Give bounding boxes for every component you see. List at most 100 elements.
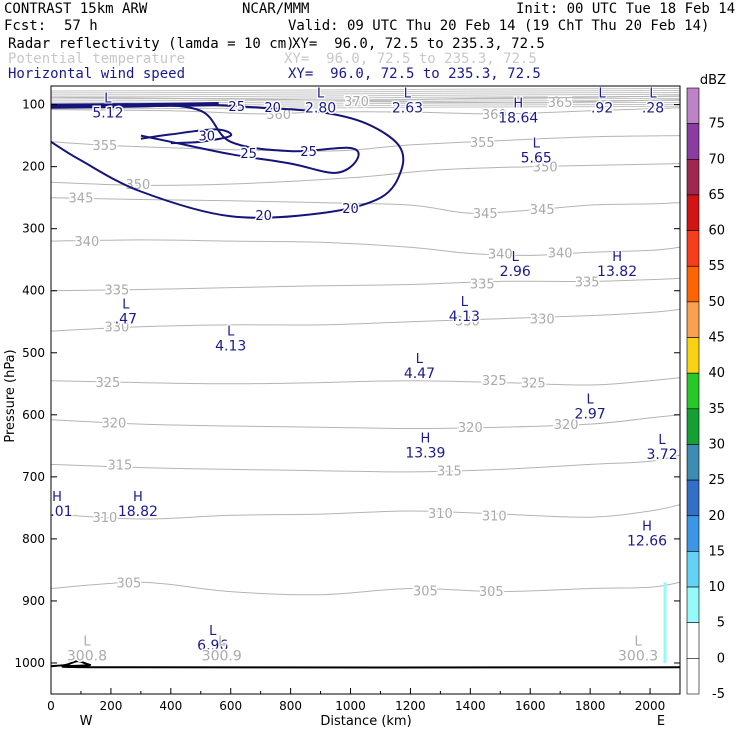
colorbar-swatch bbox=[686, 87, 700, 124]
theta-contour-label: 305 bbox=[479, 585, 504, 600]
extremum-low: L4.47 bbox=[402, 351, 436, 384]
colorbar-tick-label: 15 bbox=[708, 544, 725, 559]
theta-contour-335 bbox=[51, 277, 680, 292]
x-tick-label: 800 bbox=[279, 699, 302, 713]
field-xy-wind: XY= 96.0, 72.5 to 235.3, 72.5 bbox=[288, 66, 541, 82]
colorbar-unit: dBZ bbox=[700, 73, 726, 88]
colorbar-swatch bbox=[686, 622, 700, 659]
theta-contour-325 bbox=[51, 377, 680, 386]
reflectivity-cell bbox=[663, 582, 667, 663]
x-tick-label: 1800 bbox=[575, 699, 606, 713]
extremum-low: L2.63 bbox=[390, 86, 424, 118]
extremum-type: L bbox=[122, 298, 130, 313]
x-tick-label: 0 bbox=[47, 699, 55, 713]
extremum-value: 13.39 bbox=[405, 446, 445, 462]
wind-contour-label: 25 bbox=[300, 145, 317, 160]
x-tick-label: 2000 bbox=[635, 699, 666, 713]
colorbar-swatch bbox=[686, 301, 700, 338]
colorbar-swatch bbox=[686, 444, 700, 481]
extremum-low: L6.96 bbox=[196, 623, 230, 656]
wind-contour-label: 25 bbox=[240, 147, 257, 162]
y-tick-label: 400 bbox=[22, 284, 45, 298]
x-tick-label: 1400 bbox=[455, 699, 486, 713]
extremum-low: L.28 bbox=[640, 86, 665, 118]
extremum-type: L bbox=[218, 634, 226, 649]
theta-contour-340 bbox=[51, 239, 680, 256]
field-name-wind: Horizontal wind speed bbox=[8, 66, 186, 82]
y-tick-label: 600 bbox=[22, 408, 45, 422]
extremum-low: L.47 bbox=[113, 297, 138, 330]
theta-contour-label: 350 bbox=[125, 178, 150, 193]
west-label: W bbox=[80, 714, 93, 729]
colorbar-tick-label: 75 bbox=[708, 117, 725, 132]
extremum-type: L bbox=[317, 87, 325, 102]
x-tick-label: 200 bbox=[99, 699, 122, 713]
theta-contour-label: 355 bbox=[93, 139, 118, 154]
theta-contour-label: 345 bbox=[530, 203, 555, 218]
extremum-value: 300.3 bbox=[618, 648, 658, 664]
theta-contour-label: 330 bbox=[455, 315, 480, 330]
theta-contour-320 bbox=[51, 414, 680, 430]
colorbar-tick-label: 0 bbox=[717, 651, 725, 666]
theta-contour-label: 365 bbox=[548, 96, 573, 111]
theta-contour-label: 305 bbox=[413, 584, 438, 599]
theta-contour-label: 340 bbox=[548, 246, 573, 261]
theta-contour-label: 320 bbox=[554, 418, 579, 433]
colorbar-tick-label: 25 bbox=[708, 473, 725, 488]
extremum-type: L bbox=[104, 92, 112, 107]
theta-contour-label: 355 bbox=[470, 136, 495, 151]
model-title: CONTRAST 15km ARW bbox=[4, 1, 148, 17]
theta-contour-label: 325 bbox=[95, 376, 120, 391]
extremum-value: 4.13 bbox=[449, 309, 480, 325]
init-time: Init: 00 UTC Tue 18 Feb 14 bbox=[516, 1, 736, 17]
colorbar-tick-label: 70 bbox=[708, 152, 725, 167]
colorbar-tick-label: 50 bbox=[708, 295, 725, 310]
theta-contour-label: 335 bbox=[104, 283, 129, 298]
theta-contour-label: 340 bbox=[488, 248, 513, 263]
valid-time: Valid: 09 UTC Thu 20 Feb 14 (19 ChT Thu … bbox=[288, 18, 710, 34]
colorbar-swatch bbox=[686, 265, 700, 303]
extremum-value: 12.66 bbox=[627, 534, 667, 550]
extremum-low: L.92 bbox=[589, 86, 614, 118]
extremum-low: L2.80 bbox=[303, 86, 337, 118]
theta-contour-label: 350 bbox=[533, 161, 558, 176]
colorbar-swatch bbox=[686, 479, 700, 517]
extremum-type: L bbox=[587, 393, 595, 408]
extremum-value: 13.82 bbox=[597, 264, 637, 280]
theta-contour-330 bbox=[51, 308, 680, 332]
extremum-type: H bbox=[513, 97, 523, 112]
colorbar-tick-label: -5 bbox=[712, 687, 725, 702]
theta-contour-label: 330 bbox=[530, 313, 555, 328]
east-label: E bbox=[657, 714, 665, 729]
colorbar-tick-label: 55 bbox=[708, 259, 725, 274]
theta-contour-label: 305 bbox=[116, 576, 141, 591]
theta-contour-upper bbox=[51, 97, 680, 102]
colorbar-swatch bbox=[686, 515, 700, 552]
theta-contour-upper bbox=[51, 105, 680, 110]
extremum-type: H bbox=[133, 490, 143, 505]
y-axis-label: Pressure (hPa) bbox=[3, 349, 18, 442]
extremum-low: L3.72 bbox=[645, 432, 679, 465]
extremum-value: .47 bbox=[115, 312, 137, 328]
theta-contour-label: 320 bbox=[458, 421, 483, 436]
fcst-label: Fcst: bbox=[4, 18, 47, 34]
wind-contour-label: 20 bbox=[264, 101, 281, 116]
extremum-low: L5.12 bbox=[91, 91, 125, 124]
theta-contour-label: 330 bbox=[104, 321, 129, 336]
y-tick-label: 800 bbox=[22, 532, 45, 546]
colorbar-tick-label: 20 bbox=[708, 509, 725, 524]
extremum-high: H13.82 bbox=[596, 249, 639, 282]
theta-contour-370 bbox=[51, 95, 680, 101]
theta-contour-label: 315 bbox=[437, 465, 462, 480]
colorbar-swatch bbox=[686, 408, 700, 445]
extremum-low: L2.97 bbox=[573, 392, 607, 425]
colorbar-tick-label: 65 bbox=[708, 188, 725, 203]
colorbar-swatch bbox=[686, 230, 700, 267]
theta-contour-upper bbox=[51, 95, 680, 100]
y-tick-label: 300 bbox=[22, 222, 45, 236]
theta-contour-label: 310 bbox=[93, 511, 118, 526]
